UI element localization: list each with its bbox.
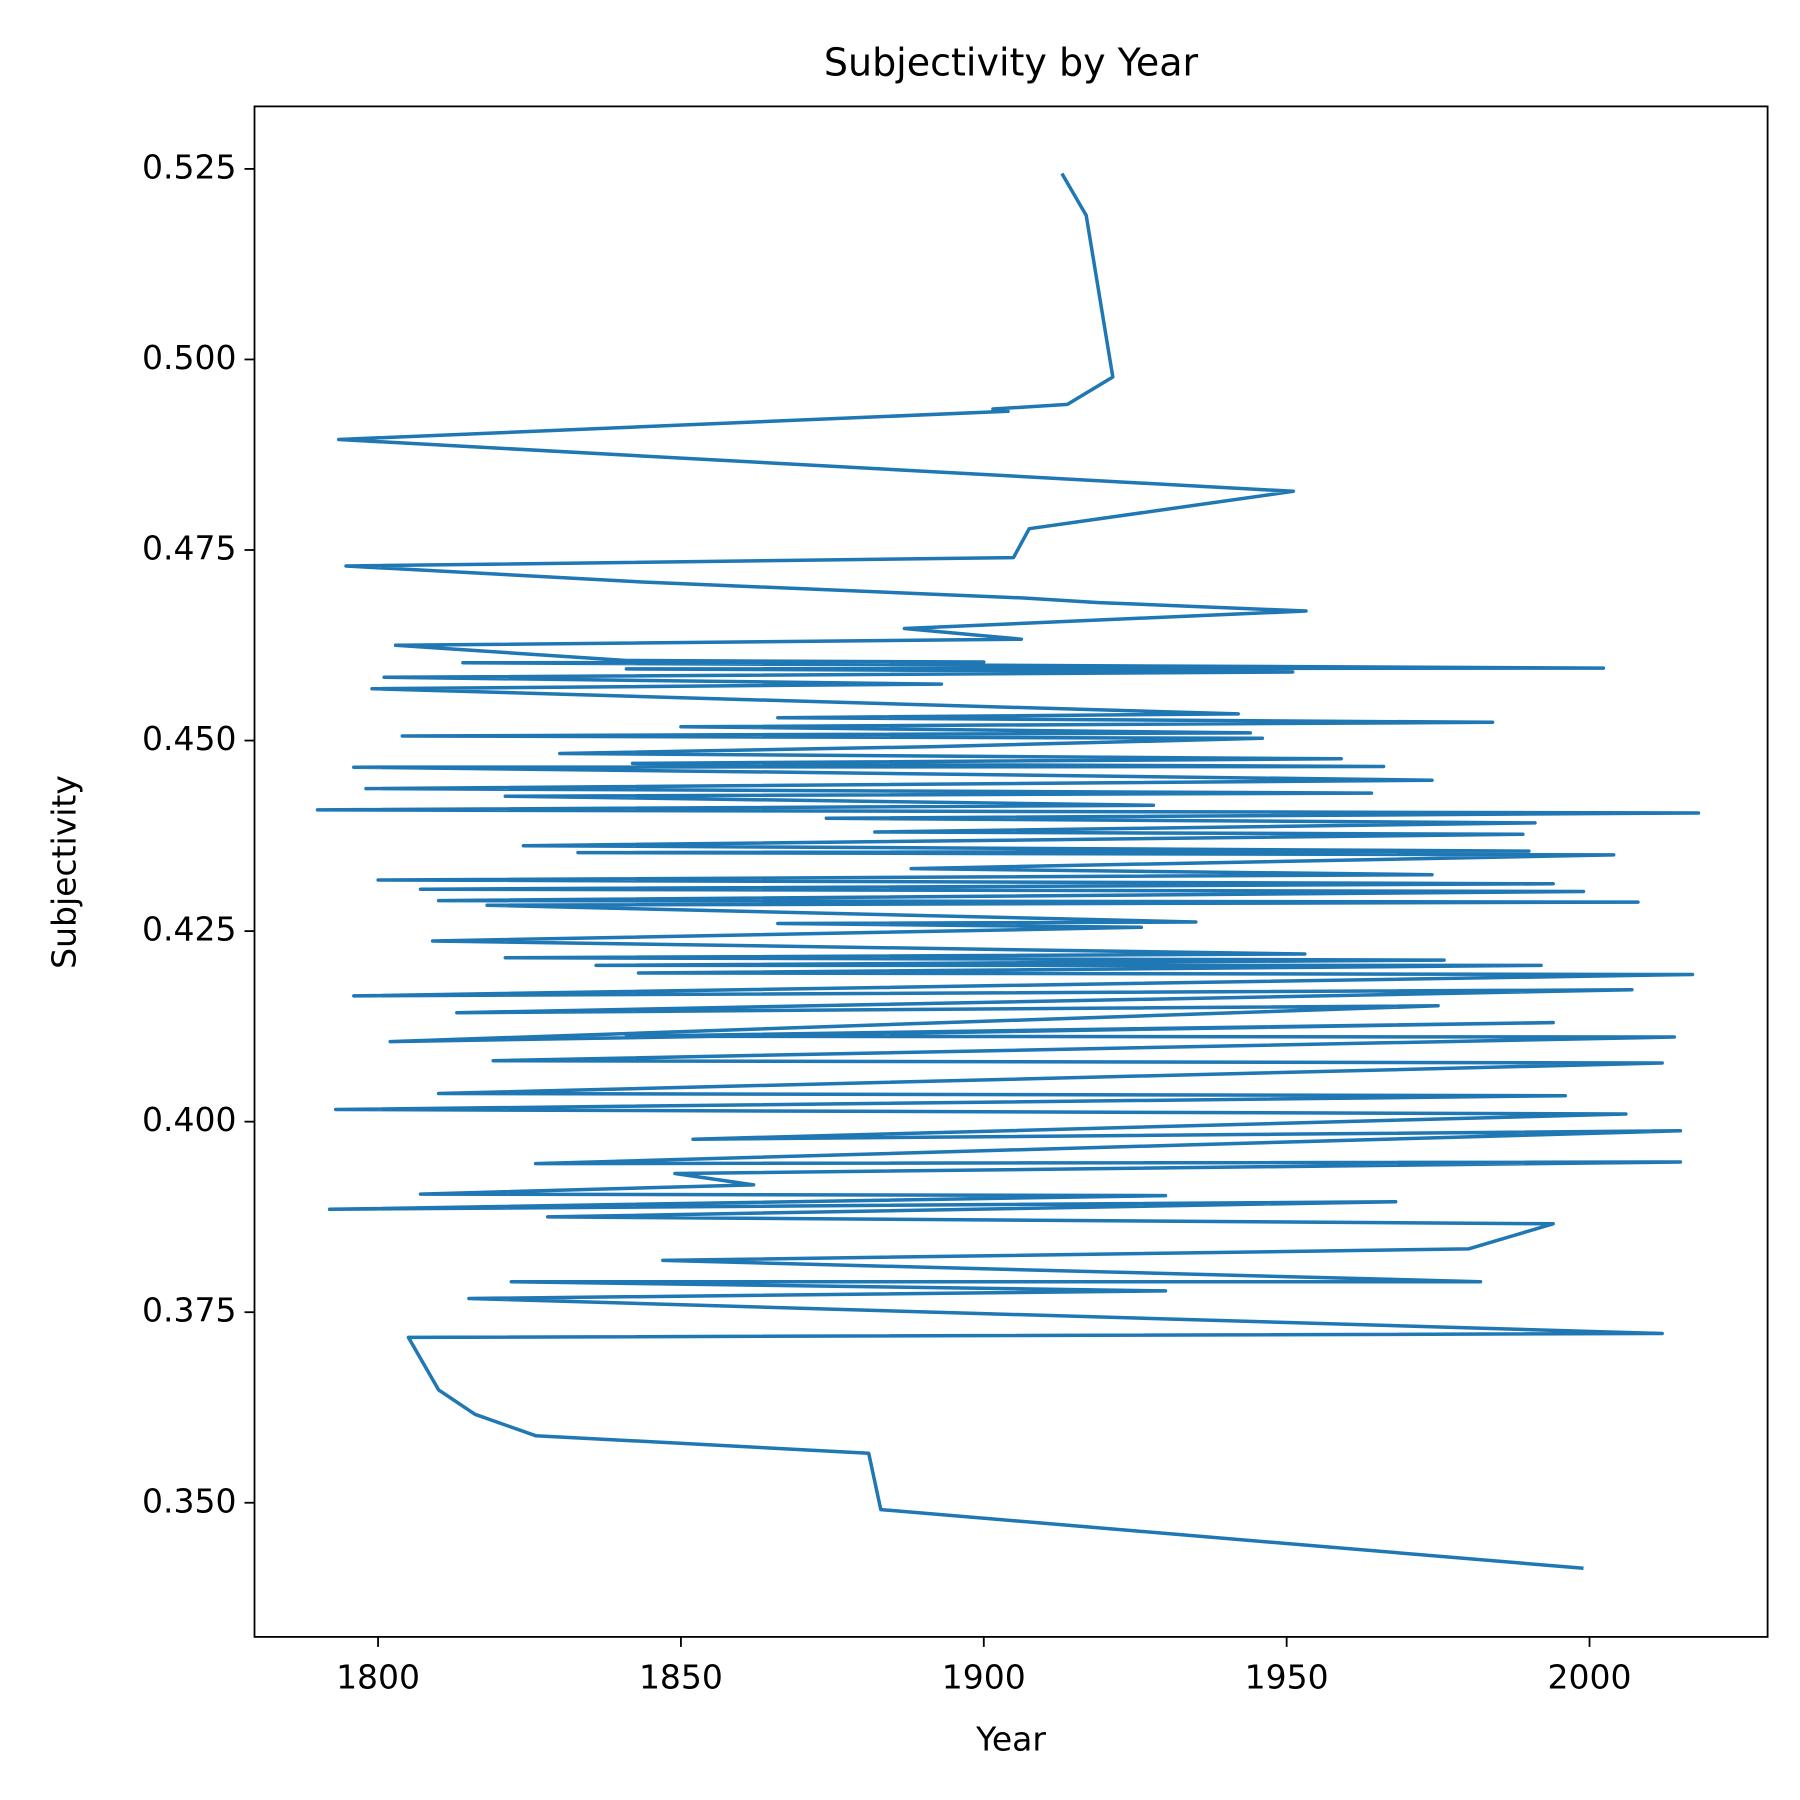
x-tick-label: 1800	[336, 1657, 420, 1696]
chart-title: Subjectivity by Year	[824, 41, 1199, 85]
y-tick-label: 0.350	[142, 1481, 236, 1520]
x-tick-label: 2000	[1548, 1657, 1632, 1696]
x-axis-label: Year	[975, 1720, 1046, 1759]
x-tick-label: 1900	[942, 1657, 1026, 1696]
x-tick-label: 1850	[639, 1657, 723, 1696]
data-line	[315, 172, 1701, 1571]
y-tick-label: 0.450	[142, 719, 236, 758]
y-tick-label: 0.375	[142, 1291, 236, 1330]
y-axis-label: Subjectivity	[45, 775, 84, 969]
plot-frame	[253, 105, 1769, 1638]
y-tick-label: 0.500	[142, 338, 236, 377]
x-tick-label: 1950	[1245, 1657, 1329, 1696]
y-tick-label: 0.400	[142, 1100, 236, 1139]
y-tick-label: 0.425	[142, 910, 236, 949]
y-tick-label: 0.525	[142, 147, 236, 186]
y-tick-label: 0.475	[142, 529, 236, 568]
